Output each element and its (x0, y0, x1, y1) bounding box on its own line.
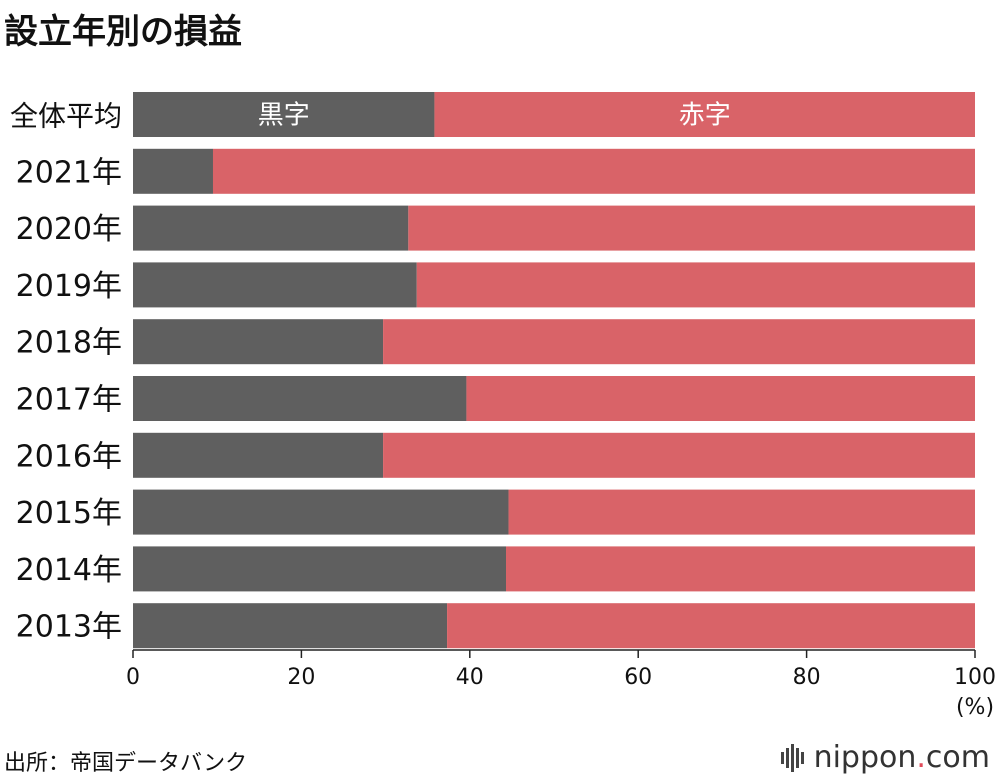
logo-mark-icon (780, 743, 804, 772)
x-axis-unit: (%) (956, 695, 994, 720)
bar-red-3 (416, 262, 975, 308)
nippon-logo: nippon. com (780, 740, 990, 775)
bar-black-8 (133, 546, 507, 592)
bar-black-2 (133, 205, 409, 251)
bar-black-3 (133, 262, 417, 308)
x-tick-label-0: 0 (126, 665, 140, 690)
x-ticks: 0 20 40 60 80 100 (126, 650, 996, 690)
bar-black-9 (133, 603, 448, 649)
category-label-3: 2019年 (16, 269, 122, 304)
bar-black-1 (133, 148, 213, 194)
logo-dot: . (916, 740, 926, 775)
x-tick-label-2: 40 (456, 665, 484, 690)
category-label-6: 2016年 (16, 439, 122, 474)
bar-red-1 (212, 148, 976, 194)
category-label-8: 2014年 (16, 553, 122, 588)
category-label-5: 2017年 (16, 383, 122, 418)
category-label-9: 2013年 (16, 610, 122, 645)
bar-black-6 (133, 432, 384, 478)
x-tick-label-4: 80 (793, 665, 821, 690)
series-label-0: 黒字 (258, 101, 310, 131)
x-tick-label-1: 20 (287, 665, 315, 690)
bar-black-5 (133, 376, 467, 421)
bar-red-7 (508, 489, 975, 535)
category-label-0: 全体平均 (10, 100, 122, 133)
bar-red-0 (434, 92, 975, 137)
bars-group (133, 92, 976, 649)
bar-red-4 (383, 319, 976, 365)
bar-red-5 (466, 376, 975, 421)
bar-red-6 (383, 432, 976, 478)
category-label-2: 2020年 (16, 212, 122, 247)
bar-red-8 (506, 546, 975, 592)
bar-red-9 (447, 603, 975, 649)
category-labels: 全体平均 2021年 2020年 2019年 2018年 2017年 2016年 2015年 2… (10, 100, 122, 645)
logo-tld: com (925, 740, 990, 775)
bar-red-2 (408, 205, 976, 251)
category-label-7: 2015年 (16, 496, 122, 531)
source-note: 出所：帝国データバンク (4, 751, 248, 776)
category-label-4: 2018年 (16, 326, 122, 361)
series-label-1: 赤字 (679, 101, 731, 131)
series-labels: 黒字 赤字 (258, 101, 731, 131)
x-tick-label-5: 100 (954, 665, 996, 690)
chart-title: 設立年別の損益 (4, 12, 242, 52)
category-label-1: 2021年 (16, 155, 122, 190)
bar-black-0 (133, 92, 435, 137)
bar-black-7 (133, 489, 509, 535)
logo-name: nippon (813, 740, 917, 775)
x-tick-label-3: 60 (624, 665, 652, 690)
bar-black-4 (133, 319, 384, 365)
